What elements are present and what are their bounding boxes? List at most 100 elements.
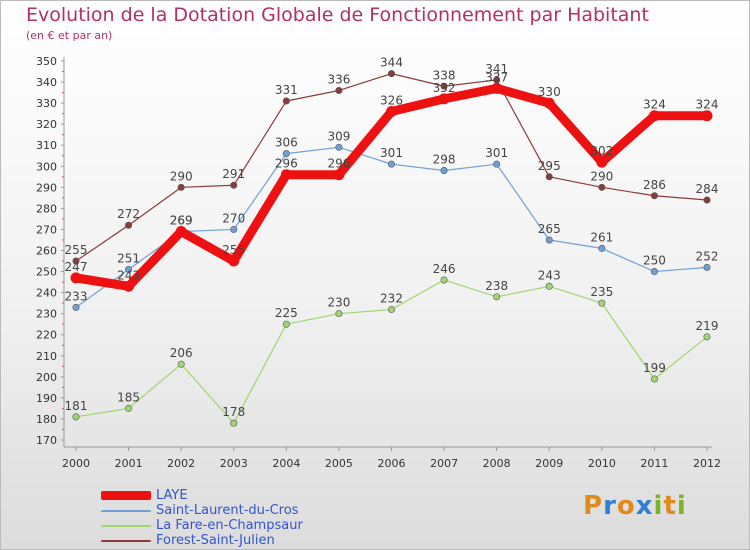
data-label-saint-laurent-du-cros: 301 — [380, 146, 403, 160]
x-tick-label: 2003 — [220, 457, 248, 470]
data-label-forest-saint-julien: 344 — [380, 56, 403, 70]
data-point-laye — [228, 255, 240, 267]
data-label-la-fare-en-champsaur: 181 — [65, 399, 88, 413]
data-point-laye — [386, 106, 397, 118]
data-point-saint-laurent-du-cros — [650, 268, 658, 276]
data-label-la-fare-en-champsaur: 232 — [380, 291, 403, 305]
data-label-la-fare-en-champsaur: 235 — [590, 285, 613, 299]
data-point-forest-saint-julien — [440, 82, 448, 90]
data-point-laye — [491, 82, 503, 94]
legend-item-laye: LAYE — [101, 488, 303, 503]
chart-title: Evolution de la Dotation Globale de Fonc… — [26, 4, 649, 26]
legend-label: LAYE — [156, 488, 188, 503]
legend-label: Saint-Laurent-du-Cros — [156, 503, 299, 518]
data-point-saint-laurent-du-cros — [72, 303, 80, 311]
y-tick-label: 250 — [36, 266, 57, 279]
data-point-forest-saint-julien — [230, 181, 238, 189]
data-point-forest-saint-julien — [650, 192, 658, 200]
data-point-saint-laurent-du-cros — [387, 160, 395, 168]
x-tick-label: 2008 — [483, 457, 511, 470]
logo-letter: t — [663, 491, 677, 521]
data-label-forest-saint-julien: 272 — [117, 207, 140, 221]
x-tick-label: 2011 — [640, 457, 668, 470]
data-label-laye: 247 — [65, 260, 88, 274]
proxiti-logo: Proxiti — [583, 491, 687, 521]
data-point-forest-saint-julien — [703, 196, 711, 204]
data-label-laye: 330 — [538, 85, 561, 99]
y-tick-label: 200 — [36, 371, 57, 384]
logo-letter: o — [616, 491, 636, 521]
logo-letter: P — [583, 491, 604, 521]
data-point-la-fare-en-champsaur — [177, 360, 185, 368]
data-label-forest-saint-julien: 291 — [222, 167, 245, 181]
data-point-forest-saint-julien — [125, 221, 133, 229]
data-label-saint-laurent-du-cros: 261 — [590, 230, 613, 244]
y-tick-label: 170 — [36, 434, 57, 447]
legend-swatch — [101, 491, 151, 500]
x-tick-label: 2002 — [167, 457, 195, 470]
y-tick-label: 180 — [36, 413, 57, 426]
data-point-forest-saint-julien — [545, 173, 553, 181]
data-label-saint-laurent-du-cros: 233 — [65, 289, 88, 303]
data-point-laye — [280, 169, 292, 181]
data-point-laye — [596, 156, 608, 168]
data-point-la-fare-en-champsaur — [598, 299, 606, 307]
data-point-forest-saint-julien — [387, 70, 395, 78]
data-point-la-fare-en-champsaur — [387, 305, 395, 313]
data-point-la-fare-en-champsaur — [650, 375, 658, 383]
y-tick-label: 340 — [36, 76, 57, 89]
data-point-saint-laurent-du-cros — [125, 265, 133, 273]
x-tick-label: 2000 — [62, 457, 90, 470]
data-label-forest-saint-julien: 295 — [538, 159, 561, 173]
y-tick-label: 190 — [36, 392, 57, 405]
data-label-la-fare-en-champsaur: 225 — [275, 306, 298, 320]
data-label-forest-saint-julien: 255 — [65, 243, 88, 257]
data-point-saint-laurent-du-cros — [493, 160, 501, 168]
y-tick-label: 350 — [36, 55, 57, 68]
logo-letter: i — [676, 491, 687, 521]
legend: LAYE Saint-Laurent-du-Cros La Fare-en-Cham… — [101, 488, 303, 548]
legend-label: Forest-Saint-Julien — [156, 533, 275, 548]
data-label-saint-laurent-du-cros: 306 — [275, 136, 298, 150]
x-tick-label: 2007 — [430, 457, 458, 470]
legend-item-saint-laurent-du-cros: Saint-Laurent-du-Cros — [101, 503, 303, 518]
data-point-laye — [648, 110, 660, 122]
y-tick-label: 300 — [36, 160, 57, 173]
data-point-saint-laurent-du-cros — [703, 263, 711, 271]
y-tick-label: 230 — [36, 308, 57, 321]
data-label-la-fare-en-champsaur: 219 — [696, 319, 719, 333]
data-label-la-fare-en-champsaur: 238 — [485, 279, 508, 293]
data-label-laye: 324 — [643, 98, 666, 112]
data-point-la-fare-en-champsaur — [703, 333, 711, 341]
data-label-laye: 255 — [222, 243, 245, 257]
logo-letter: i — [653, 491, 664, 521]
x-tick-label: 2001 — [115, 457, 143, 470]
data-point-laye — [543, 97, 555, 109]
data-point-forest-saint-julien — [177, 183, 185, 191]
y-tick-label: 220 — [36, 329, 57, 342]
data-label-la-fare-en-champsaur: 206 — [170, 346, 193, 360]
data-point-forest-saint-julien — [282, 97, 290, 105]
data-label-la-fare-en-champsaur: 199 — [643, 361, 666, 375]
data-point-laye — [70, 272, 82, 284]
data-label-saint-laurent-du-cros: 269 — [170, 214, 193, 228]
y-tick-label: 240 — [36, 287, 57, 300]
data-label-laye: 302 — [590, 144, 613, 158]
chart-subtitle: (en € et par an) — [26, 29, 113, 42]
data-label-forest-saint-julien: 290 — [170, 169, 193, 183]
data-point-la-fare-en-champsaur — [72, 413, 80, 421]
data-point-la-fare-en-champsaur — [125, 404, 133, 412]
data-point-saint-laurent-du-cros — [335, 143, 343, 151]
data-point-saint-laurent-du-cros — [282, 150, 290, 158]
data-label-la-fare-en-champsaur: 185 — [117, 390, 140, 404]
x-tick-label: 2005 — [325, 457, 353, 470]
data-label-laye: 296 — [327, 157, 350, 171]
data-point-laye — [175, 226, 187, 238]
data-label-forest-saint-julien: 290 — [590, 169, 613, 183]
logo-letter: r — [603, 491, 617, 521]
data-label-laye: 243 — [117, 268, 140, 282]
data-label-forest-saint-julien: 336 — [327, 72, 350, 86]
data-label-forest-saint-julien: 286 — [643, 178, 666, 192]
